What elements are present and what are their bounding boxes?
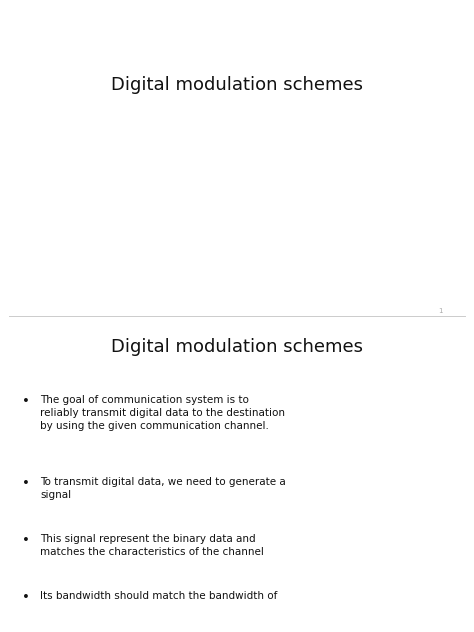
Text: Digital modulation schemes: Digital modulation schemes <box>111 338 363 356</box>
Text: Its bandwidth should match the bandwidth of: Its bandwidth should match the bandwidth… <box>40 591 278 601</box>
Text: •: • <box>22 534 30 547</box>
Text: •: • <box>22 477 30 490</box>
Text: •: • <box>22 591 30 604</box>
Text: Digital modulation schemes: Digital modulation schemes <box>111 76 363 94</box>
Text: •: • <box>22 395 30 408</box>
Text: To transmit digital data, we need to generate a
signal: To transmit digital data, we need to gen… <box>40 477 286 500</box>
Text: The goal of communication system is to
reliably transmit digital data to the des: The goal of communication system is to r… <box>40 395 285 430</box>
Text: This signal represent the binary data and
matches the characteristics of the cha: This signal represent the binary data an… <box>40 534 264 557</box>
Text: 1: 1 <box>438 308 443 314</box>
